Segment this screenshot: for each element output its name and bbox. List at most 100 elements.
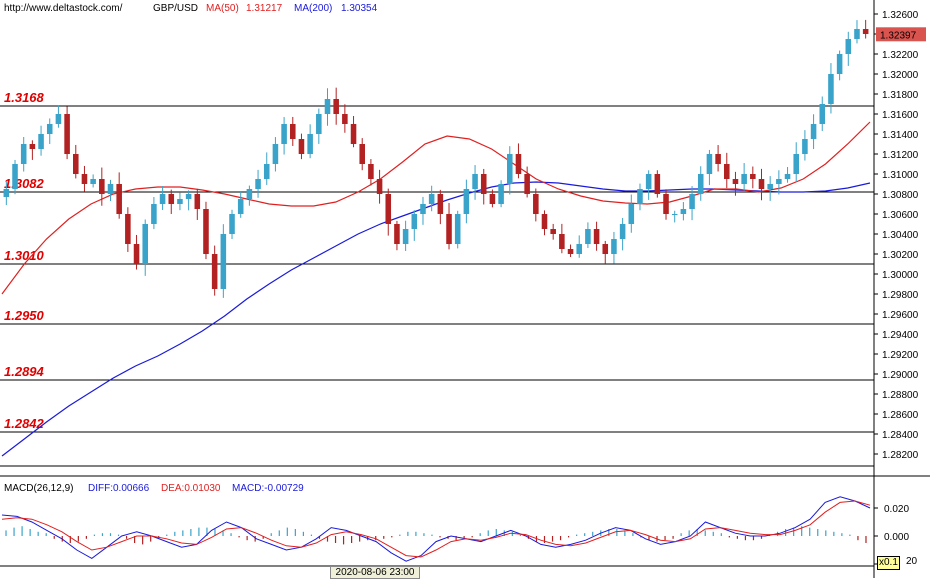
macd-value-label: MACD:-0.00729 <box>232 483 304 494</box>
candle-body <box>715 154 721 164</box>
candle-body <box>507 154 513 184</box>
candle-body <box>177 199 183 204</box>
ma50-value: 1.31217 <box>246 3 283 14</box>
candle-body <box>724 164 730 179</box>
candle-body <box>732 179 739 184</box>
candle-body <box>680 209 687 214</box>
candle-body <box>828 74 834 104</box>
candle-body <box>142 224 148 264</box>
candle-body <box>125 214 131 244</box>
macd-title: MACD(26,12,9) <box>4 483 74 494</box>
candle-body <box>420 204 426 214</box>
site-url-link[interactable]: http://www.deltastock.com/ <box>4 3 123 14</box>
current-price-tag <box>876 27 926 42</box>
candle-body <box>793 154 799 174</box>
candle-body <box>498 184 504 204</box>
price-tick-label: 1.31800 <box>882 90 919 101</box>
candle-body <box>602 244 609 254</box>
price-tick-label: 1.32200 <box>882 50 919 61</box>
price-tick-label: 1.29600 <box>882 310 919 321</box>
level-label: 1.2950 <box>4 308 45 323</box>
candle-body <box>628 204 635 224</box>
price-tick-label: 1.28600 <box>882 410 919 421</box>
candle-body <box>46 124 53 134</box>
price-tick-label: 1.30400 <box>882 230 919 241</box>
price-tick-label: 1.29200 <box>882 350 919 361</box>
ma50-line <box>1 121 871 295</box>
price-tick-label: 1.32600 <box>882 10 919 21</box>
candle-body <box>836 54 843 74</box>
candle-body <box>307 134 313 154</box>
candle-body <box>255 179 261 189</box>
candle-body <box>81 174 88 184</box>
candle-body <box>203 209 209 254</box>
candle-body <box>559 234 565 249</box>
macd-tick-label: 0.020 <box>884 504 909 515</box>
candle-body <box>663 194 669 214</box>
candle-body <box>758 179 765 189</box>
price-tick-label: 1.31600 <box>882 110 919 121</box>
candle-body <box>862 29 869 34</box>
symbol-label: GBP/USD <box>153 3 199 14</box>
candle-body <box>73 154 79 174</box>
candle-body <box>298 139 305 154</box>
candle-body <box>12 164 18 189</box>
candle-body <box>541 214 548 229</box>
candle-body <box>359 144 365 164</box>
candle-body <box>3 189 10 197</box>
price-tick-label: 1.29800 <box>882 290 919 301</box>
candle-body <box>411 214 418 229</box>
candle-body <box>316 114 322 134</box>
level-label: 1.3010 <box>4 248 45 263</box>
candle-body <box>437 194 444 214</box>
ma200-value: 1.30354 <box>341 3 378 14</box>
level-label: 1.3168 <box>4 90 45 105</box>
candle-body <box>246 189 253 199</box>
price-tick-label: 1.30200 <box>882 250 919 261</box>
level-label: 1.2894 <box>4 364 45 379</box>
ma50-label: MA(50) <box>206 3 239 14</box>
candle-body <box>550 229 556 234</box>
candle-body <box>151 204 157 224</box>
level-label: 1.3082 <box>4 176 45 191</box>
candle-body <box>784 174 791 179</box>
candle-body <box>350 124 357 144</box>
price-tick-label: 1.28800 <box>882 390 919 401</box>
candle-body <box>654 174 661 194</box>
candle-body <box>237 199 244 214</box>
candle-body <box>776 179 782 184</box>
price-tick-label: 1.29000 <box>882 370 919 381</box>
price-tick-label: 1.32000 <box>882 70 919 81</box>
candle-body <box>376 179 383 194</box>
price-tick-label: 1.29400 <box>882 330 919 341</box>
candle-body <box>697 174 704 194</box>
macd-diff-label: DIFF:0.00666 <box>88 483 150 494</box>
candle-body <box>585 229 591 244</box>
candle-body <box>567 249 574 254</box>
price-tick-label: 1.30000 <box>882 270 919 281</box>
candle-body <box>168 194 175 204</box>
candle-body <box>29 144 36 149</box>
candle-body <box>220 234 227 289</box>
price-tick-label: 1.28400 <box>882 430 919 441</box>
macd-axis-fragment: 20 <box>906 556 918 567</box>
candle-body <box>55 114 62 124</box>
candle-body <box>368 164 374 179</box>
candle-body <box>342 114 348 124</box>
ma200-label: MA(200) <box>294 3 333 14</box>
candle-body <box>741 174 747 184</box>
candle-body <box>533 194 539 214</box>
candle-body <box>333 99 339 114</box>
candle-body <box>211 254 218 289</box>
candle-body <box>38 134 44 149</box>
zoom-indicator[interactable]: x0.1 <box>877 556 900 570</box>
candle-body <box>402 229 409 244</box>
candle-body <box>133 244 140 264</box>
candle-body <box>611 239 617 254</box>
candle-body <box>90 179 96 184</box>
price-tick-label: 1.28200 <box>882 450 919 461</box>
candle-body <box>394 224 400 244</box>
candle-body <box>706 154 713 174</box>
candle-body <box>671 214 678 215</box>
